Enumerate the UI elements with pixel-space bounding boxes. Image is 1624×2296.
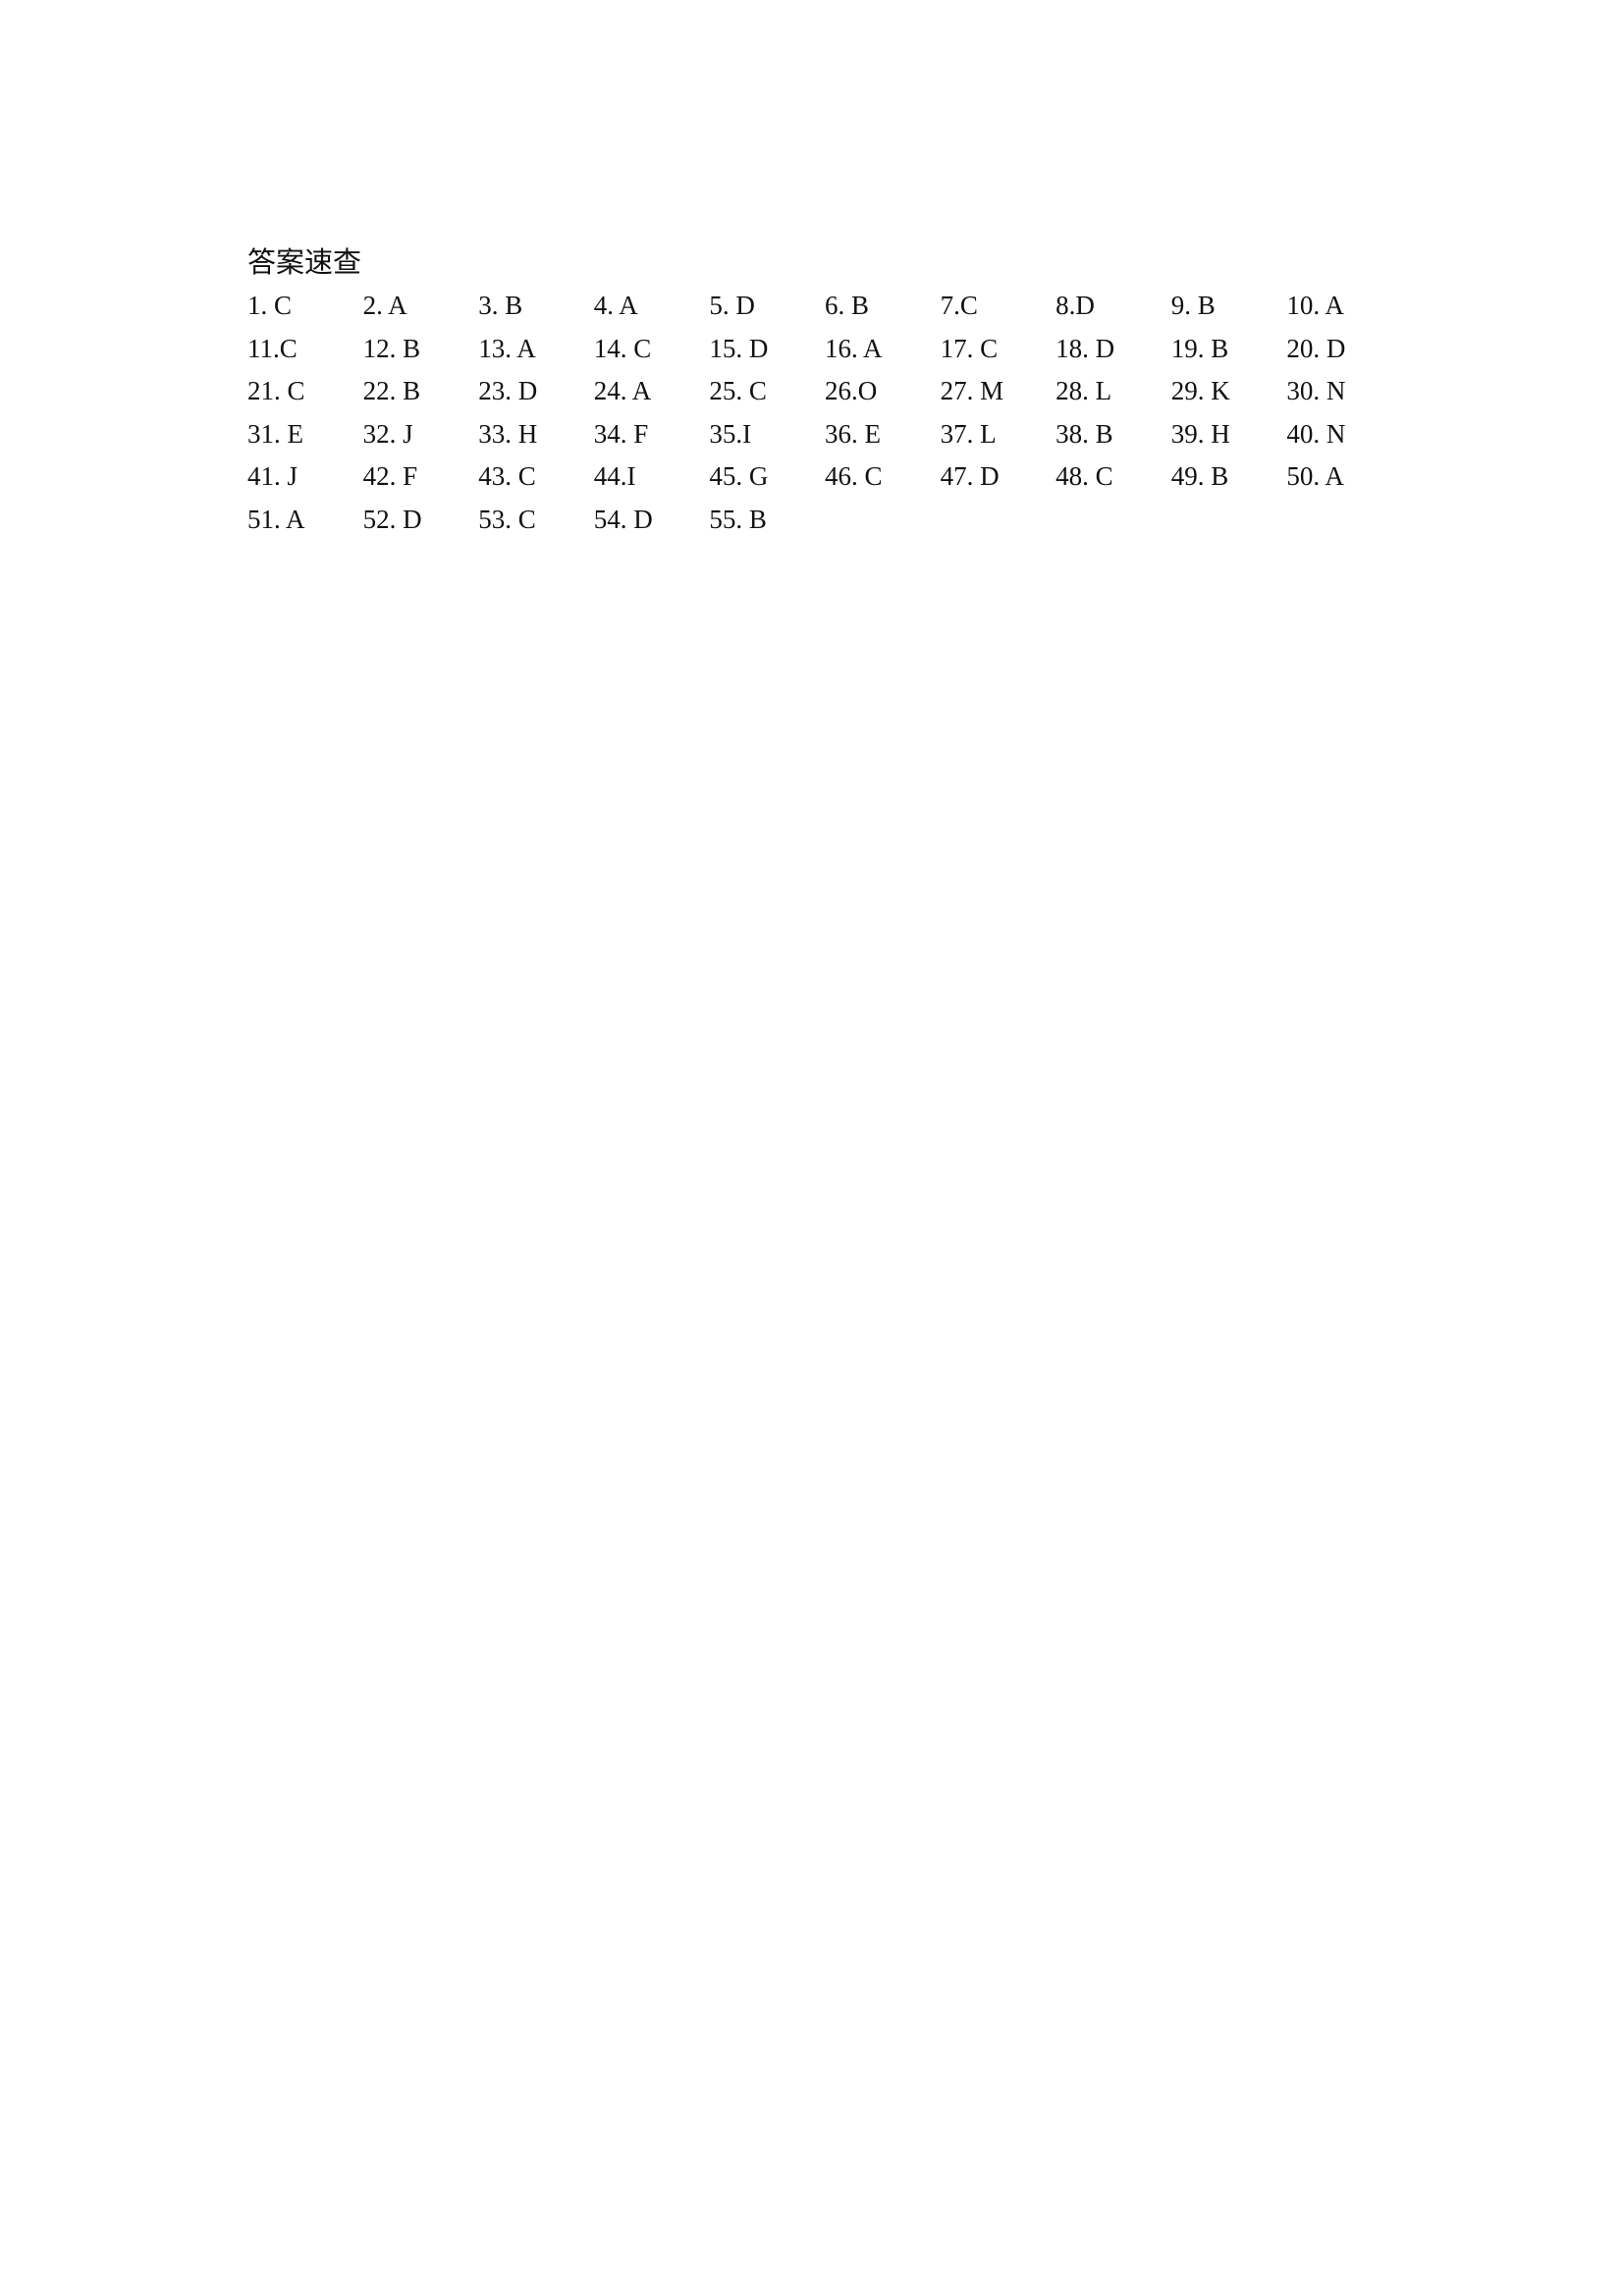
answer-item: 28. L [1056, 376, 1112, 406]
answer-item: 38. B [1056, 418, 1113, 449]
answer-item: 34. F [593, 418, 649, 449]
answer-item: 14. C [593, 333, 652, 363]
answer-item: 50. A [1286, 461, 1344, 492]
answer-item: 39. H [1170, 418, 1230, 449]
answer-item: 22. B [362, 376, 421, 406]
answer-item: 24. A [593, 376, 652, 406]
answer-item: 55. B [709, 504, 767, 534]
answer-item: 23. D [478, 376, 538, 406]
answer-item: 19. B [1170, 333, 1229, 363]
answer-item: 9. B [1170, 291, 1216, 320]
answer-item: 6. B [824, 291, 869, 320]
page-title: 答案速查 [247, 245, 362, 279]
answer-item: 18. D [1056, 333, 1115, 363]
answer-item: 3. B [478, 291, 523, 320]
answer-item: 16. A [824, 333, 883, 363]
answer-item: 2. A [362, 291, 407, 320]
answer-item: 11.C [247, 333, 298, 363]
answer-item: 35.I [709, 418, 752, 449]
answer-item: 37. L [940, 418, 997, 449]
answer-item: 49. B [1170, 461, 1229, 492]
answer-item: 21. C [247, 376, 305, 406]
answer-item: 32. J [362, 418, 413, 449]
answer-item: 10. A [1286, 291, 1344, 320]
answer-item: 1. C [247, 291, 293, 320]
answer-item: 44.I [593, 461, 636, 492]
answer-item: 53. C [478, 504, 536, 534]
answer-item: 12. B [362, 333, 421, 363]
answer-item: 7.C [940, 291, 978, 320]
answer-item: 46. C [824, 461, 883, 492]
answer-item: 25. C [709, 376, 767, 406]
answer-item: 41. J [247, 461, 298, 492]
answer-item: 47. D [940, 461, 1000, 492]
answer-item: 36. E [824, 418, 881, 449]
answer-grid: 1. C 2. A 3. B 4. A 5. D 6. B 7.C 8.D 9. B 10. A 1… [247, 289, 1402, 546]
answer-item: 15. D [709, 333, 769, 363]
answer-item: 48. C [1056, 461, 1113, 492]
answer-item: 33. H [478, 418, 538, 449]
answer-item: 17. C [940, 333, 999, 363]
answer-item: 52. D [362, 504, 422, 534]
answer-item: 45. G [709, 461, 769, 492]
answer-item: 42. F [362, 461, 418, 492]
answer-item: 30. N [1286, 376, 1346, 406]
answer-item: 31. E [247, 418, 303, 449]
answer-item: 26.O [824, 376, 878, 406]
answer-item: 29. K [1170, 376, 1230, 406]
answer-item: 27. M [940, 376, 1004, 406]
answer-item: 54. D [593, 504, 653, 534]
answer-item: 13. A [478, 333, 536, 363]
answer-item: 20. D [1286, 333, 1346, 363]
answer-item: 8.D [1056, 291, 1095, 320]
answer-item: 5. D [709, 291, 755, 320]
answer-item: 4. A [593, 291, 638, 320]
answer-item: 40. N [1286, 418, 1346, 449]
answer-item: 43. C [478, 461, 536, 492]
answer-item: 51. A [247, 504, 305, 534]
